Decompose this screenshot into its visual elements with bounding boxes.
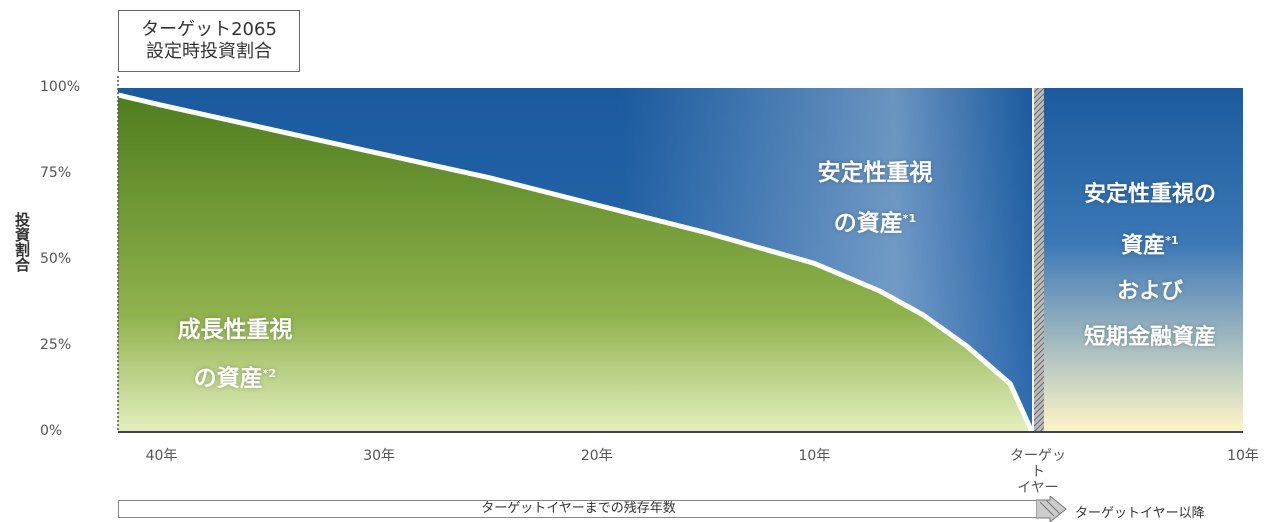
x-tick-label: 20年 [580, 448, 613, 464]
stable-after-line1: 安定性重視の [1083, 182, 1216, 207]
x-tick-label: 10年 [798, 448, 831, 464]
stable-region-label: 安定性重視 の資産*1 [775, 150, 975, 247]
stable-after-note: *1 [1165, 234, 1179, 247]
stable-after-line3: および [1116, 279, 1183, 305]
stable-after-line4: 短期金融資産 [1083, 325, 1216, 351]
y-tick-label: 25% [40, 337, 72, 353]
title-line-1: ターゲット2065 [141, 19, 277, 40]
x-tick-label: 10年 [1227, 448, 1259, 464]
x-tick-label: 30年 [363, 448, 396, 464]
after-target-label: ターゲットイヤー以降 [1075, 506, 1205, 521]
target-year-hatch [1034, 88, 1044, 432]
stable-label-line1: 安定性重視 [817, 160, 933, 186]
title-line-2: 設定時投資割合 [146, 41, 272, 62]
y-tick-label: 0% [40, 423, 63, 439]
x-tick-label: ターゲット イヤー [1010, 448, 1066, 496]
y-tick-label: 75% [40, 165, 72, 181]
growth-label-line2: の資産 [193, 365, 263, 392]
remaining-years-label: ターゲットイヤーまでの残存年数 [481, 501, 676, 516]
stable-label-line2: の資産 [833, 210, 903, 237]
stable-note: *1 [902, 212, 917, 225]
remaining-years-bar: ターゲットイヤーまでの残存年数 [118, 500, 1038, 518]
after-target-area [1044, 88, 1243, 432]
chart-title-box: ターゲット2065 設定時投資割合 [118, 10, 300, 72]
growth-note: *2 [262, 367, 277, 380]
growth-label-line1: 成長性重視 [177, 317, 293, 343]
allocation-boundary-line [117, 92, 1035, 434]
stable-after-region-label: 安定性重視の 資産*1 および 短期金融資産 [1050, 172, 1250, 361]
x-tick-label: 40年 [145, 448, 178, 464]
growth-area [118, 94, 1032, 432]
growth-region-label: 成長性重視 の資産*2 [135, 308, 335, 401]
arrow-icon [1036, 496, 1067, 522]
allocation-area-chart [117, 76, 1243, 434]
y-tick-label: 50% [40, 251, 72, 267]
stable-after-line2: 資産 [1121, 233, 1166, 259]
y-tick-label: 100% [40, 79, 81, 95]
y-axis-label: 投資割合 [13, 212, 31, 272]
